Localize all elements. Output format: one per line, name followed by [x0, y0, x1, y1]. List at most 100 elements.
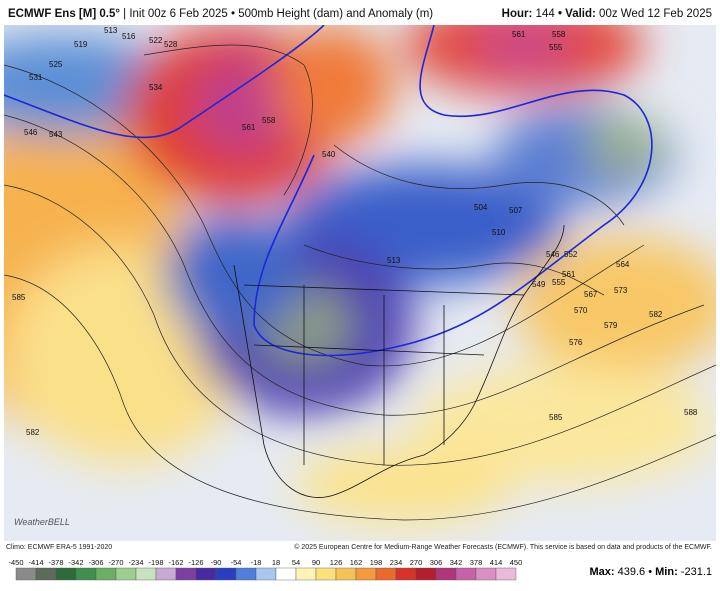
- hour-label: Hour:: [501, 8, 533, 20]
- colorbar-label: 234: [390, 558, 403, 567]
- colorbar-label: 414: [490, 558, 503, 567]
- colorbar-label: 162: [350, 558, 363, 567]
- colorbar-label: -18: [251, 558, 262, 567]
- colorbar-swatch: [195, 567, 217, 581]
- contour-label: 582: [26, 428, 40, 437]
- colorbar-swatch: [415, 567, 437, 581]
- colorbar-swatch: [175, 567, 197, 581]
- contour-label: 519: [74, 40, 88, 49]
- contour-label: 504: [474, 203, 488, 212]
- colorbar-label: -198: [148, 558, 163, 567]
- colorbar-swatch: [55, 567, 77, 581]
- colorbar-swatch: [15, 567, 37, 581]
- contour-label: 582: [649, 310, 663, 319]
- colorbar-label: 306: [430, 558, 443, 567]
- contour-label: 561: [242, 123, 256, 132]
- contour-label: 513: [104, 26, 118, 35]
- colorbar: -450 -414 -378 -342 -306 -270 -234 -198 -162 -126…: [8, 558, 523, 581]
- contour-label: 558: [552, 30, 566, 39]
- colorbar-label: -414: [28, 558, 43, 567]
- contour-label: 558: [262, 116, 276, 125]
- anomaly-field: [4, 25, 716, 525]
- contour-label: 585: [549, 413, 563, 422]
- 540-contour: [4, 25, 653, 357]
- colorbar-swatch: [335, 567, 357, 581]
- contour-label: 567: [584, 290, 598, 299]
- colorbar-label: -234: [128, 558, 143, 567]
- valid-label: • Valid:: [557, 8, 596, 20]
- colorbar-swatch: [35, 567, 57, 581]
- colorbar-label: 18: [272, 558, 280, 567]
- stats: Max: 439.6 • Min: -231.1: [589, 566, 712, 578]
- contour-label: 561: [562, 270, 576, 279]
- copyright: © 2025 European Centre for Medium-Range …: [294, 544, 712, 551]
- colorbar-swatch: [235, 567, 257, 581]
- contour-label: 555: [552, 278, 566, 287]
- contour-label: 543: [49, 130, 63, 139]
- contour-label: 579: [604, 321, 618, 330]
- colorbar-swatch: [455, 567, 477, 581]
- climo: Climo: ECMWF ERA-5 1991-2020: [6, 544, 113, 551]
- colorbar-label: 90: [312, 558, 320, 567]
- colorbar-swatch: [115, 567, 137, 581]
- valid: 00z Wed 12 Feb 2025: [599, 8, 712, 20]
- contour-label: 564: [616, 260, 630, 269]
- colorbar-label: -270: [108, 558, 123, 567]
- colorbar-swatch: [155, 567, 177, 581]
- colorbar-label: 342: [450, 558, 463, 567]
- colorbar-label: 450: [510, 558, 523, 567]
- colorbar-swatch: [395, 567, 417, 581]
- colorbar-swatch: [95, 567, 117, 581]
- contour-label: 531: [29, 73, 43, 82]
- colorbar-label: 270: [410, 558, 423, 567]
- max: 439.6: [617, 566, 646, 578]
- height-contours: [4, 44, 716, 521]
- colorbar-swatch: [495, 567, 517, 581]
- map: 513 516 519 522 525 528 531 534 543 546 561 558 540 5…: [4, 25, 716, 541]
- contour-label: 576: [569, 338, 583, 347]
- coastlines: [233, 224, 565, 498]
- colorbar-swatch: [75, 567, 97, 581]
- colorbar-label: -126: [188, 558, 203, 567]
- contour-label: 510: [492, 228, 506, 237]
- colorbar-swatch: [315, 567, 337, 581]
- colorbar-swatch: [435, 567, 457, 581]
- min: -231.1: [680, 566, 712, 578]
- header-right: Hour: 144 • Valid: 00z Wed 12 Feb 2025: [502, 8, 712, 20]
- colorbar-label: -378: [48, 558, 63, 567]
- logo: WeatherBELL: [14, 517, 70, 527]
- colorbar-label: -450: [8, 558, 23, 567]
- colorbar-label: -54: [231, 558, 242, 567]
- contour-label: 552: [564, 250, 578, 259]
- contour-label: 507: [509, 206, 523, 215]
- colorbar-label: -162: [168, 558, 183, 567]
- contour-label: 522: [149, 36, 163, 45]
- max-label: Max:: [589, 566, 615, 578]
- contour-label: 585: [12, 293, 26, 302]
- colorbar-label: -342: [68, 558, 83, 567]
- header-left: ECMWF Ens [M] 0.5° | Init 00z 6 Feb 2025…: [8, 8, 433, 20]
- colorbar-label: 198: [370, 558, 383, 567]
- contour-label: 528: [164, 40, 178, 49]
- colorbar-swatch: [295, 567, 317, 581]
- hour: 144: [535, 8, 555, 20]
- colorbar-swatch: [255, 567, 277, 581]
- colorbar-swatch: [475, 567, 497, 581]
- contour-label: 588: [684, 408, 698, 417]
- model: ECMWF Ens [M] 0.5°: [8, 8, 120, 20]
- colorbar-swatch: [275, 567, 297, 581]
- contour-labels: 513 516 519 522 525 528 531 534 543 546 561 558 540 5…: [12, 26, 698, 437]
- contour-label: 546: [24, 128, 38, 137]
- init: | Init 00z 6 Feb 2025 • 500mb Height (da…: [123, 8, 434, 20]
- contour-label: 516: [122, 32, 136, 41]
- contour-label: 561: [512, 30, 526, 39]
- min-label: Min:: [655, 566, 678, 578]
- contour-label: 549: [532, 280, 546, 289]
- colorbar-swatch: [135, 567, 157, 581]
- contour-label: 525: [49, 60, 63, 69]
- colorbar-label: -306: [88, 558, 103, 567]
- colorbar-label: -90: [211, 558, 222, 567]
- sep: •: [648, 566, 653, 578]
- contour-label: 540: [322, 150, 336, 159]
- contour-label: 570: [574, 306, 588, 315]
